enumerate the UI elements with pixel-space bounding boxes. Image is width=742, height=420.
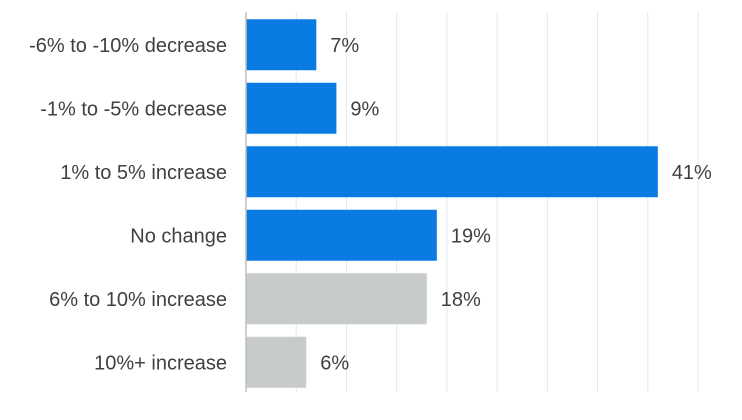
category-label: 1% to 5% increase [60,162,227,184]
bar [246,82,337,134]
grid [295,12,699,392]
value-label: 6% [320,352,349,374]
bar [246,336,307,388]
category-label: 6% to 10% increase [49,289,227,311]
value-label: 9% [350,98,379,120]
bars [246,19,658,388]
bar [246,146,658,198]
category-label: No change [130,225,227,247]
bar [246,19,317,71]
bar [246,209,437,261]
category-label: 10%+ increase [94,352,227,374]
value-label: 18% [441,289,481,311]
category-labels: -6% to -10% decrease -1% to -5% decrease 1… [29,35,227,375]
value-label: 7% [330,35,359,57]
category-label: -1% to -5% decrease [40,98,227,120]
category-label: -6% to -10% decrease [29,35,227,57]
value-labels: 7% 9% 41% 19% 18% 6% [320,35,712,375]
bar [246,273,427,325]
value-label: 41% [672,162,712,184]
value-label: 19% [451,225,491,247]
